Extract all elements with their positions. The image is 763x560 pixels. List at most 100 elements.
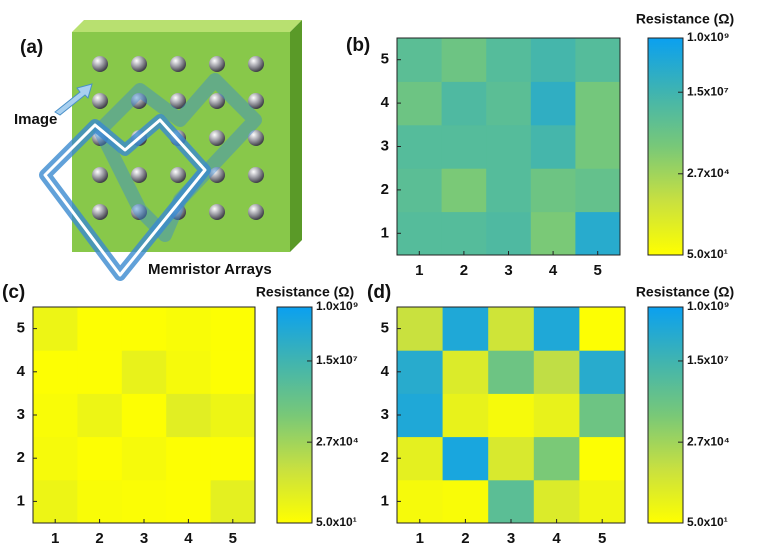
colorbar-title: Resistance (Ω)	[256, 284, 354, 300]
colorbar	[276, 306, 313, 524]
heatmap-cell	[77, 393, 123, 438]
heatmap-cell	[575, 38, 621, 82]
heatmap-cell	[442, 436, 489, 481]
heatmap-cell	[166, 393, 212, 438]
heatmap-cell	[33, 307, 78, 351]
heatmap-cell	[575, 168, 621, 213]
heatmap-cell	[166, 307, 212, 351]
x-tick-label: 1	[415, 262, 423, 279]
colorbar-tick-label: 5.0x10¹	[316, 515, 357, 529]
heatmap-cell	[530, 168, 576, 213]
heatmap-cell	[397, 307, 444, 351]
colorbar-title: Resistance (Ω)	[636, 284, 734, 300]
heart-outline	[43, 118, 207, 277]
heatmap-cell	[530, 124, 576, 169]
electrode	[209, 93, 225, 109]
heatmap-cell	[488, 436, 535, 481]
colorbar-tick-label: 2.7x10⁴	[687, 434, 730, 448]
x-tick-label: 5	[594, 262, 602, 279]
heatmap-cell	[397, 124, 443, 169]
y-tick-label: 5	[381, 51, 389, 68]
x-tick-label: 3	[507, 530, 515, 547]
heatmap-cell	[486, 81, 532, 126]
heatmap-cell	[121, 479, 167, 524]
colorbar-tick-label: 1.0x10⁹	[316, 299, 358, 313]
heatmap-cell	[210, 350, 256, 394]
y-tick-label: 3	[381, 406, 389, 423]
array-label: Memristor Arrays	[148, 261, 272, 278]
heatmap-cell	[33, 479, 78, 524]
heatmap-cell	[486, 211, 532, 256]
colorbar	[647, 306, 684, 524]
heatmap-cell	[441, 124, 487, 169]
heatmap-cell	[533, 393, 580, 438]
heatmap-cell	[488, 350, 535, 394]
heatmap-cell	[121, 393, 167, 438]
electrode	[170, 56, 186, 72]
arrow	[54, 83, 93, 116]
x-tick-label: 4	[549, 262, 558, 279]
colorbar-title: Resistance (Ω)	[636, 11, 734, 27]
y-tick-label: 4	[381, 363, 390, 380]
colorbar-tick-label: 2.7x10⁴	[687, 166, 730, 180]
heatmap-cell	[579, 307, 626, 351]
colorbar-tick-label: 1.5x10⁷	[687, 84, 729, 98]
x-tick-label: 1	[416, 530, 424, 547]
x-tick-label: 2	[460, 262, 468, 279]
electrode	[209, 204, 225, 220]
board-side	[290, 20, 302, 252]
y-tick-label: 5	[381, 320, 389, 337]
x-tick-label: 4	[184, 530, 193, 547]
electrode	[209, 167, 225, 183]
heatmap-cell	[33, 436, 78, 481]
heatmap-cell	[579, 479, 626, 524]
heatmap-cell	[530, 38, 576, 82]
y-tick-label: 2	[17, 449, 25, 466]
heatmap-cell	[77, 479, 123, 524]
x-tick-label: 5	[229, 530, 237, 547]
heatmap-cell	[533, 436, 580, 481]
colorbar-tick-label: 1.5x10⁷	[687, 353, 729, 367]
heatmap-cell	[579, 436, 626, 481]
x-tick-label: 2	[95, 530, 103, 547]
heatmap-cell	[210, 436, 256, 481]
heatmap-cell	[397, 479, 444, 524]
electrode	[131, 167, 147, 183]
heatmap-cell	[33, 393, 78, 438]
y-tick-label: 2	[381, 181, 389, 198]
y-tick-label: 1	[17, 492, 25, 509]
heatmap-cell	[166, 479, 212, 524]
electrode	[209, 56, 225, 72]
heatmap-cell	[579, 350, 626, 394]
electrode	[92, 56, 108, 72]
electrode	[92, 93, 108, 109]
electrode	[92, 167, 108, 183]
board-top	[72, 20, 302, 32]
colorbar-tick-label: 2.7x10⁴	[316, 434, 359, 448]
heatmap-cell	[121, 350, 167, 394]
heatmap-cell	[441, 168, 487, 213]
panel-label: (a)	[20, 37, 43, 58]
electrode	[248, 93, 264, 109]
colorbar	[647, 37, 684, 256]
x-tick-label: 4	[552, 530, 561, 547]
y-tick-label: 1	[381, 224, 389, 241]
heatmap-cell	[441, 211, 487, 256]
heatmap-cell	[397, 211, 443, 256]
heatmap-cell	[486, 124, 532, 169]
x-tick-label: 1	[51, 530, 59, 547]
heart-back	[93, 73, 262, 242]
heatmap-cell	[486, 38, 532, 82]
heatmap-cell	[210, 307, 256, 351]
heatmap-cell	[442, 307, 489, 351]
heatmap-cell	[486, 168, 532, 213]
heatmap-cell	[210, 393, 256, 438]
y-tick-label: 3	[381, 137, 389, 154]
heatmap-cell	[121, 436, 167, 481]
image-label: Image	[14, 111, 57, 128]
heatmap-cell	[397, 350, 444, 394]
y-tick-label: 5	[17, 320, 25, 337]
electrode	[131, 93, 147, 109]
y-tick-label: 4	[381, 94, 390, 111]
